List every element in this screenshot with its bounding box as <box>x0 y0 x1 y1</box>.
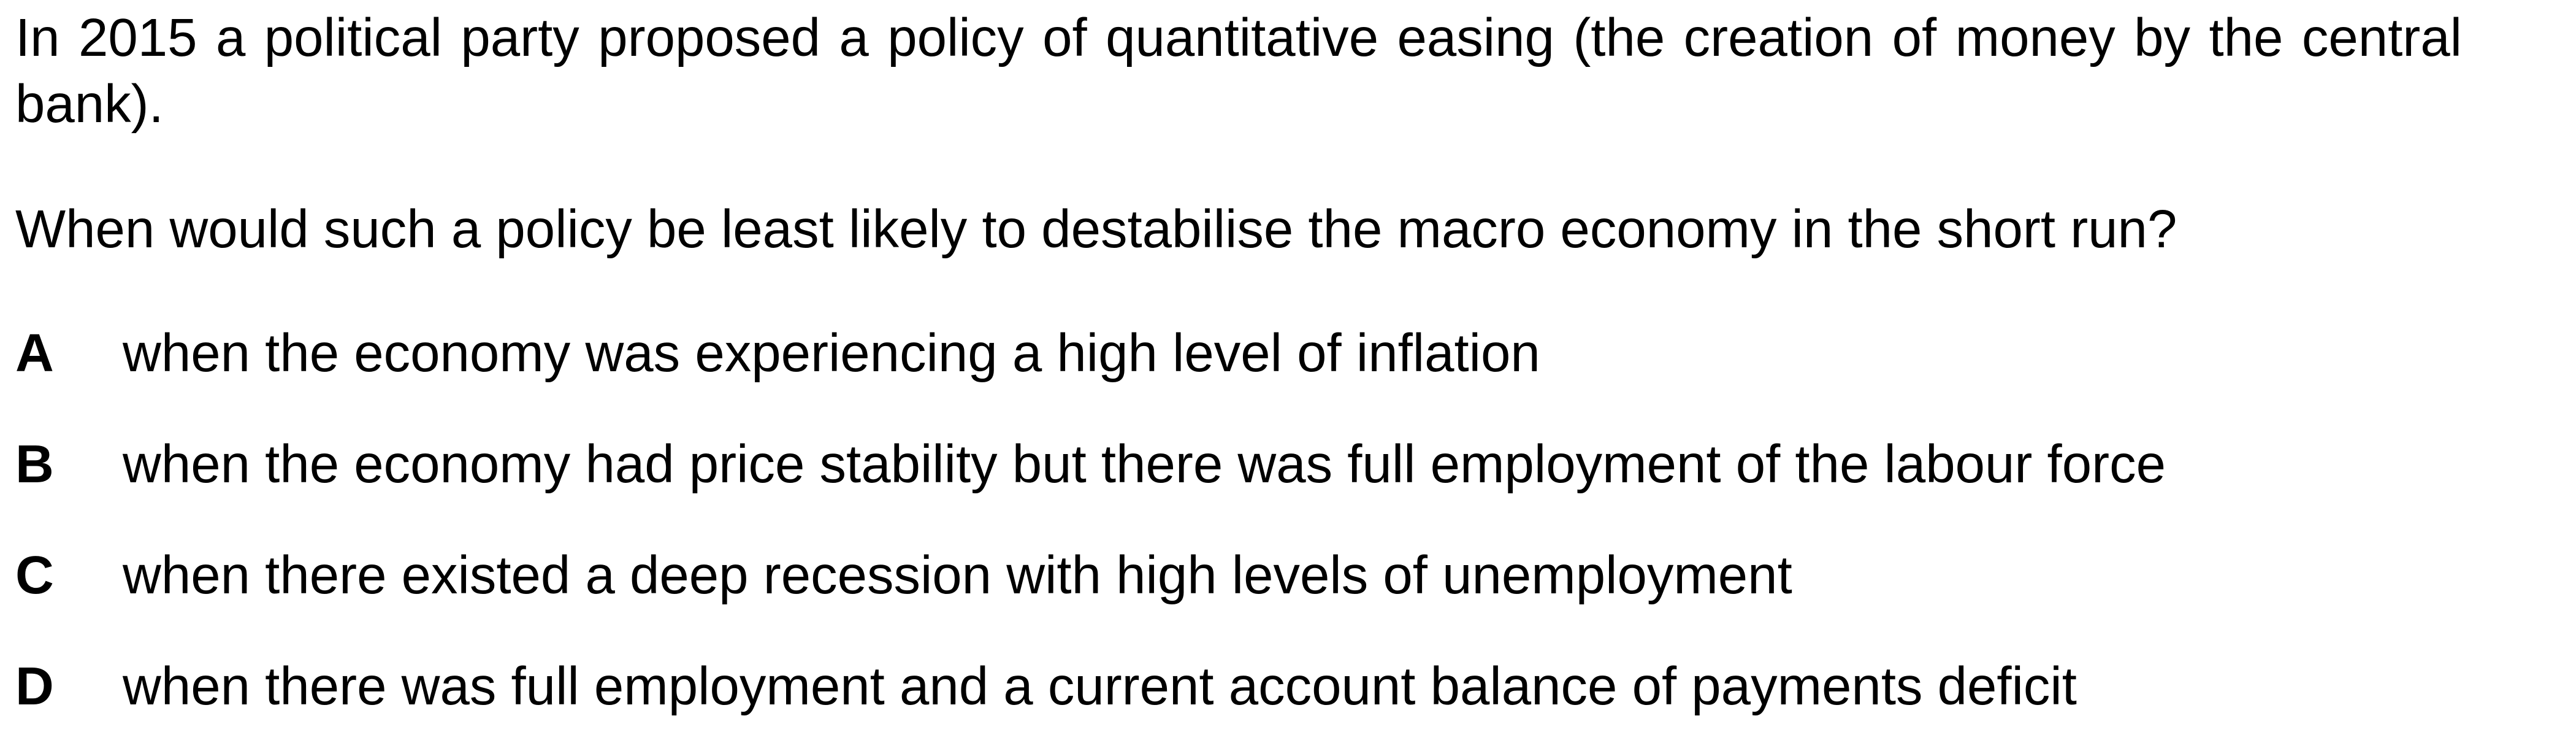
question-stem: In 2015 a political party proposed a pol… <box>15 8 2462 134</box>
option-letter: B <box>15 434 54 494</box>
option-text: when the economy had price stability but… <box>123 434 2166 494</box>
option-text: when there was full employment and a cur… <box>123 657 2077 716</box>
option-b[interactable]: B when the economy had price stability b… <box>15 431 2560 498</box>
option-d[interactable]: D when there was full employment and a c… <box>15 653 2560 720</box>
option-a[interactable]: A when the economy was experiencing a hi… <box>15 320 2560 387</box>
option-letter: A <box>15 323 54 383</box>
option-c[interactable]: C when there existed a deep recession wi… <box>15 542 2560 609</box>
option-letter: C <box>15 545 54 605</box>
option-letter: D <box>15 657 54 716</box>
question-prompt: When would such a policy be least likely… <box>15 199 2177 259</box>
option-text: when there existed a deep recession with… <box>123 545 1792 605</box>
option-text: when the economy was experiencing a high… <box>123 323 1540 383</box>
